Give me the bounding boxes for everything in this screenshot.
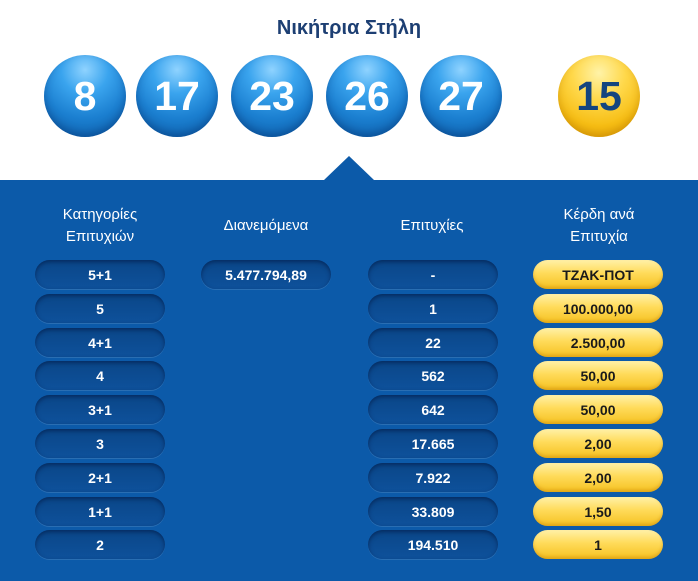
header-categories-label: Κατηγορίες Επιτυχιών: [62, 206, 138, 245]
distributed-amount: 5.477.794,89: [201, 260, 331, 289]
winners-cell: 1: [368, 294, 498, 323]
category-cell: 5: [35, 294, 165, 323]
header-winners-label: Επιτυχίες: [400, 217, 464, 234]
winners-cell: 22: [368, 328, 498, 357]
page-title: Νικήτρια Στήλη: [276, 17, 422, 39]
prize-cell: 50,00: [533, 395, 663, 424]
header-prize: Κέρδη ανά Επιτυχία: [529, 203, 669, 249]
category-cell: 5+1: [35, 260, 165, 289]
winners-cell: 17.665: [368, 429, 498, 458]
prize-cell: ΤΖΑΚ-ΠΟΤ: [533, 260, 663, 289]
prize-cell: 50,00: [533, 361, 663, 390]
header-distributed-label: Διανεμόμενα: [223, 217, 309, 234]
header-winners: Επιτυχίες: [362, 203, 502, 249]
prize-cell: 2,00: [533, 463, 663, 492]
category-cell: 2: [35, 530, 165, 559]
winners-cell: 7.922: [368, 463, 498, 492]
category-cell: 3: [35, 429, 165, 458]
ball-3: 23: [231, 55, 313, 137]
winners-cell: 194.510: [368, 530, 498, 559]
ball-2: 17: [136, 55, 218, 137]
ball-1: 8: [44, 55, 126, 137]
prize-cell: 1: [533, 530, 663, 559]
winners-cell: 562: [368, 361, 498, 390]
category-cell: 4+1: [35, 328, 165, 357]
category-cell: 4: [35, 361, 165, 390]
category-cell: 3+1: [35, 395, 165, 424]
prize-cell: 2,00: [533, 429, 663, 458]
winners-cell: -: [368, 260, 498, 289]
header-distributed: Διανεμόμενα: [196, 203, 336, 249]
pointer-triangle: [324, 156, 374, 180]
winners-cell: 642: [368, 395, 498, 424]
prize-cell: 1,50: [533, 497, 663, 526]
header-prize-label: Κέρδη ανά Επιτυχία: [563, 206, 635, 245]
category-cell: 2+1: [35, 463, 165, 492]
category-cell: 1+1: [35, 497, 165, 526]
prize-cell: 100.000,00: [533, 294, 663, 323]
header-categories: Κατηγορίες Επιτυχιών: [30, 203, 170, 249]
bonus-ball: 15: [558, 55, 640, 137]
prize-cell: 2.500,00: [533, 328, 663, 357]
winners-cell: 33.809: [368, 497, 498, 526]
ball-5: 27: [420, 55, 502, 137]
ball-4: 26: [326, 55, 408, 137]
